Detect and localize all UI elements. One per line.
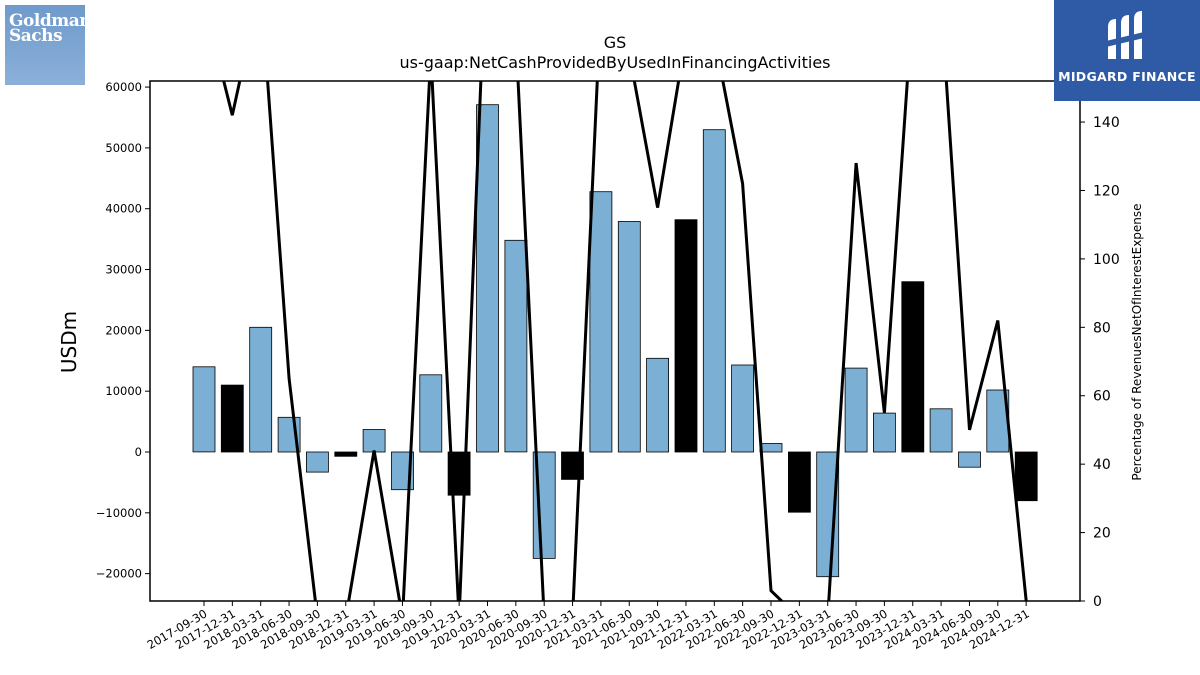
- y-tick-label: 20000: [105, 323, 142, 337]
- y-tick-label: −20000: [96, 567, 142, 581]
- bar-2021-09-30: [646, 357, 669, 453]
- y-tick-label: 30000: [105, 263, 142, 277]
- y2-tick-label: 40: [1093, 457, 1111, 473]
- goldman-sachs-logo: Goldman Sachs: [5, 5, 92, 85]
- bar-2021-12-31: [674, 219, 698, 453]
- y-tick-label: −10000: [96, 506, 142, 520]
- bar-2020-03-31: [476, 104, 499, 453]
- bar-2018-12-31: [334, 451, 358, 457]
- bar-2021-06-30: [617, 221, 641, 453]
- chart-title: GS: [604, 33, 627, 52]
- bar-2024-03-31: [929, 408, 953, 453]
- y-axis-label: USDm: [57, 311, 81, 373]
- y2-tick-label: 120: [1093, 183, 1120, 199]
- chart-subtitle: us-gaap:NetCashProvidedByUsedInFinancing…: [399, 53, 830, 72]
- logo-text-line-1: Goldman: [9, 11, 92, 31]
- logo-text-line-2: Sachs: [9, 26, 63, 46]
- bar-2021-03-31: [589, 191, 613, 453]
- y-tick-label: 0: [135, 445, 142, 459]
- bar-2022-12-31: [788, 451, 811, 513]
- y2-tick-label: 100: [1093, 252, 1120, 268]
- y2-tick-label: 20: [1093, 526, 1111, 542]
- y-tick-label: 40000: [105, 202, 142, 216]
- midgard-finance-logo: MIDGARD FINANCE: [1054, 0, 1200, 101]
- plot-frame: [149, 80, 1081, 602]
- midgard-emblem-icon: [1106, 11, 1148, 59]
- y2-tick-label: 140: [1093, 115, 1120, 131]
- bar-2020-06-30: [504, 239, 528, 453]
- bar-2019-09-30: [419, 374, 443, 453]
- midgard-finance-text: MIDGARD FINANCE: [1058, 69, 1196, 84]
- bar-2024-06-30: [958, 451, 981, 468]
- y2-tick-label: 0: [1093, 594, 1102, 610]
- bar-2022-06-30: [731, 364, 754, 453]
- y2-axis-label: Percentage of RevenuesNetOfInterestExpen…: [1130, 203, 1144, 480]
- y-tick-label: 60000: [105, 80, 142, 94]
- y2-tick-label: 80: [1093, 320, 1111, 336]
- bar-2017-09-30: [192, 366, 216, 453]
- percentage-line: [222, 81, 1028, 601]
- bar-2023-12-31: [901, 281, 925, 453]
- bar-2022-09-30: [759, 443, 783, 453]
- bar-2023-06-30: [844, 367, 868, 453]
- bar-2017-12-31: [220, 384, 244, 453]
- y2-tick-label: 60: [1093, 389, 1111, 405]
- bar-2022-03-31: [702, 129, 726, 453]
- bar-2018-09-30: [305, 451, 329, 473]
- bar-2019-03-31: [362, 429, 386, 453]
- bar-2023-09-30: [873, 412, 896, 453]
- bar-2024-12-31: [1014, 451, 1038, 502]
- bar-2018-03-31: [249, 326, 273, 453]
- y-tick-label: 10000: [105, 384, 142, 398]
- y-tick-label: 50000: [105, 141, 142, 155]
